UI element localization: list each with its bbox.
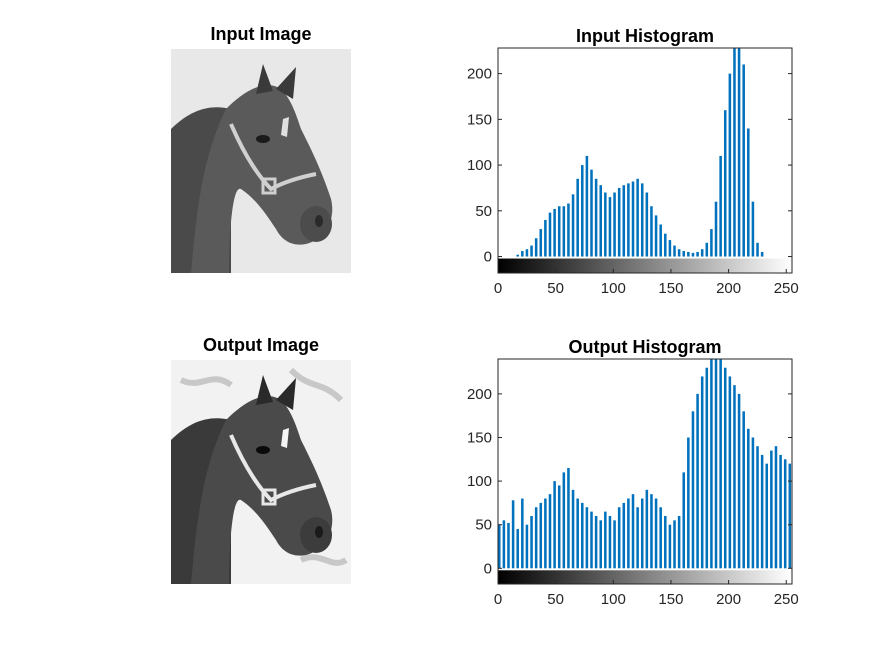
histogram-bar — [719, 155, 722, 257]
histogram-bar — [691, 252, 695, 257]
x-tick-label: 100 — [601, 280, 626, 297]
input-histogram-plot: 0 50 100 150 200 0 50 100 150 200 250 — [467, 47, 799, 297]
histogram-bar — [590, 169, 593, 257]
histogram-bar — [553, 208, 556, 257]
y-tick-label: 150 — [467, 111, 492, 128]
histogram-bar — [737, 48, 741, 257]
x-tick-label: 150 — [658, 280, 683, 297]
histogram-bar — [673, 245, 676, 257]
histogram-bar — [617, 187, 621, 257]
histogram-bar — [571, 194, 575, 257]
histogram-bar — [608, 197, 612, 257]
histogram-bar — [544, 219, 547, 257]
grayscale-colorbar — [498, 258, 792, 273]
histogram-bar — [756, 242, 759, 257]
histogram-bar — [562, 206, 566, 257]
x-tick-label: 50 — [547, 280, 564, 297]
histogram-bar — [668, 240, 672, 257]
histogram-bar — [742, 64, 745, 257]
histogram-bar — [747, 128, 750, 257]
histogram-bar — [723, 110, 727, 257]
histogram-bar — [539, 229, 543, 257]
histogram-bar — [687, 251, 690, 257]
histogram-bar — [516, 254, 519, 257]
histogram-bar — [659, 224, 662, 257]
histogram-bar — [728, 73, 732, 257]
histogram-bar — [567, 203, 570, 257]
y-tick-label: 50 — [475, 203, 492, 220]
histogram-bar — [530, 245, 533, 257]
histogram-bar — [631, 181, 635, 257]
histogram-bar — [677, 249, 681, 257]
histogram-bar — [581, 165, 584, 257]
x-tick-label: 200 — [716, 280, 741, 297]
histogram-bar — [714, 201, 718, 257]
histogram-bar — [640, 183, 644, 257]
output-image — [171, 360, 351, 584]
histogram-bar — [705, 242, 709, 257]
input-image — [171, 49, 351, 273]
histogram-bar — [682, 251, 686, 257]
histogram-bar — [548, 212, 552, 257]
histogram-bar — [594, 178, 598, 257]
histogram-bar — [622, 185, 626, 257]
histogram-bar — [654, 215, 658, 257]
histogram-bar — [710, 229, 713, 257]
input-image-title: Input Image — [210, 24, 312, 44]
histogram-bar — [521, 251, 524, 257]
histogram-bar — [525, 249, 529, 257]
histogram-bar — [650, 206, 653, 257]
histogram-bar — [599, 185, 602, 257]
histogram-bar — [627, 183, 630, 257]
y-tick-label: 100 — [467, 157, 492, 174]
histogram-bar — [751, 201, 755, 257]
histogram-bar — [534, 238, 538, 257]
histogram-bar — [696, 251, 699, 257]
histogram-bar — [604, 192, 607, 257]
x-tick-label: 250 — [774, 280, 799, 297]
axes-box — [497, 47, 793, 274]
histogram-bar — [613, 192, 616, 257]
input-histogram-title: Input Histogram — [576, 26, 714, 46]
histogram-bar — [645, 192, 649, 257]
histogram-bar — [585, 155, 589, 257]
y-tick-label: 200 — [467, 66, 492, 83]
histogram-bar — [636, 178, 639, 257]
histogram-bar — [700, 249, 704, 257]
histogram-bar — [664, 233, 667, 257]
output-image-title: Output Image — [203, 335, 319, 355]
histogram-bar — [733, 48, 736, 257]
y-tick-label: 0 — [484, 249, 492, 266]
histogram-bar — [760, 251, 764, 257]
histogram-bar — [576, 178, 579, 257]
x-tick-label: 0 — [494, 280, 502, 297]
histogram-bar — [557, 206, 561, 257]
